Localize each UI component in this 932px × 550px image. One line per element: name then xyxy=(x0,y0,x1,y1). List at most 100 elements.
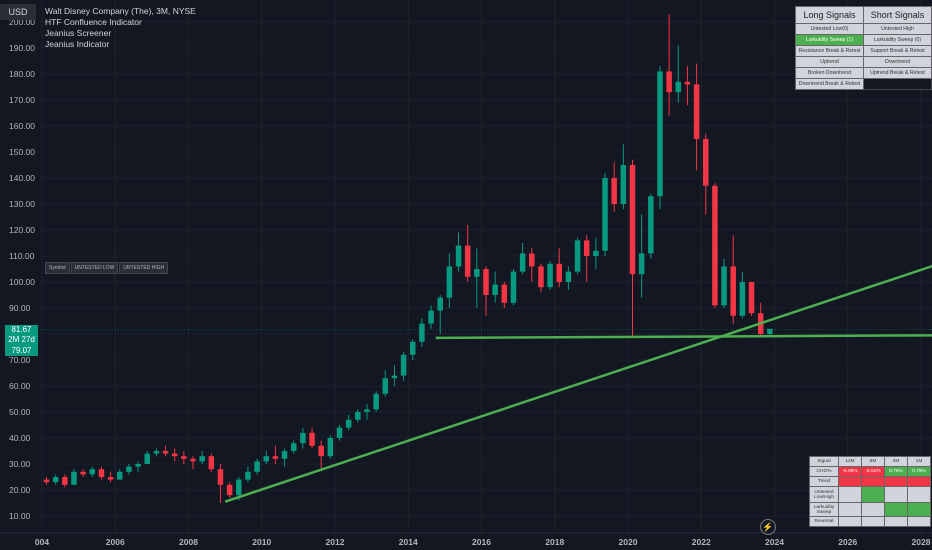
candle-body xyxy=(263,456,269,462)
x-tick-label: 2014 xyxy=(399,537,418,547)
matrix-cell xyxy=(907,476,931,487)
signal-cell: Downtrend Break & Retest xyxy=(795,78,864,90)
candle-body xyxy=(144,453,150,464)
candle-body xyxy=(483,269,489,295)
indicator-jeanius[interactable]: Jeanius Indicator xyxy=(45,39,110,49)
signal-cell: Uptrend Break & Retest xyxy=(863,67,932,79)
x-tick-label: 2024 xyxy=(765,537,784,547)
matrix-chg-cell: -6.09% xyxy=(838,466,862,477)
matrix-cell xyxy=(884,516,908,527)
y-tick-label: 90.00 xyxy=(9,303,31,313)
candle-body xyxy=(602,178,608,251)
candle-body xyxy=(583,240,590,256)
bar-countdown: 2M 27d xyxy=(8,335,35,344)
candle-body xyxy=(638,253,645,275)
candle-body xyxy=(693,84,700,139)
matrix-cell xyxy=(907,486,931,503)
x-tick-label: 2008 xyxy=(179,537,198,547)
signal-cell: Untested Low(0) xyxy=(795,23,864,35)
current-price: 81.67 xyxy=(11,325,32,334)
candle-body xyxy=(556,263,562,282)
x-tick-label: 2028 xyxy=(912,537,931,547)
matrix-cell xyxy=(907,516,931,527)
matrix-header: 3M xyxy=(884,456,908,467)
candle-body xyxy=(574,240,581,272)
candle-body xyxy=(300,432,306,444)
matrix-cell xyxy=(884,502,908,517)
candle-body xyxy=(208,456,215,470)
candle-body xyxy=(648,196,654,254)
x-tick-label: 2022 xyxy=(692,537,711,547)
matrix-cell xyxy=(838,476,862,487)
y-tick-label: 190.00 xyxy=(9,43,35,53)
indicator-screener[interactable]: Jeanius Screener xyxy=(45,28,112,38)
trendline xyxy=(435,334,932,340)
candle-body xyxy=(98,469,105,477)
candle-body xyxy=(43,479,50,483)
y-tick-label: 10.00 xyxy=(9,511,31,521)
candle-body xyxy=(510,271,517,303)
candle-body xyxy=(538,266,544,288)
candle-body xyxy=(71,471,77,485)
x-tick-label: 004 xyxy=(35,537,49,547)
candle-body xyxy=(721,266,727,306)
matrix-cell xyxy=(861,486,885,503)
matrix-cell xyxy=(861,502,885,517)
candle-body xyxy=(428,310,434,324)
candle-body xyxy=(629,165,636,275)
candle-body xyxy=(501,284,508,303)
candle-body xyxy=(272,456,279,459)
candle-body xyxy=(153,451,160,454)
matrix-header: 1M xyxy=(907,456,931,467)
candle-body xyxy=(117,471,123,480)
candle-body xyxy=(345,419,352,428)
signal-cell: Resistance Break & Retest xyxy=(795,45,864,57)
y-tick-label: 170.00 xyxy=(9,95,35,105)
candle-body xyxy=(730,266,736,316)
candle-body xyxy=(373,393,379,410)
current-price-tag: 81.67 2M 27d xyxy=(5,325,38,346)
matrix-row-label: Larkuidity Sweep xyxy=(809,502,839,517)
currency-label[interactable]: USD xyxy=(0,4,36,20)
candle-body xyxy=(657,71,663,197)
candle-body xyxy=(364,409,370,412)
matrix-cell xyxy=(884,476,908,487)
y-tick-label: 160.00 xyxy=(9,121,35,131)
y-tick-label: 30.00 xyxy=(9,459,31,469)
indicator-htf[interactable]: HTF Confluence Indicator xyxy=(45,17,142,27)
y-tick-label: 150.00 xyxy=(9,147,35,157)
y-tick-label: 200.00 xyxy=(9,17,35,27)
candle-body xyxy=(355,412,361,420)
symbol-cell: Symbol xyxy=(45,262,70,274)
symbol-title[interactable]: Walt Disney Company (The), 3M, NYSE xyxy=(45,6,196,16)
x-tick-label: 2020 xyxy=(619,537,638,547)
candle-body xyxy=(712,185,718,306)
candle-body xyxy=(400,354,407,376)
chart-legend: Walt Disney Company (The), 3M, NYSE HTF … xyxy=(45,6,196,50)
matrix-cell xyxy=(907,502,931,517)
candle-body xyxy=(62,477,68,485)
candle-body xyxy=(126,466,132,472)
candle-body xyxy=(135,464,141,467)
x-tick-label: 2026 xyxy=(838,537,857,547)
signal-table: Long Signals Short Signals Untested Low(… xyxy=(795,6,932,90)
candle-body xyxy=(739,282,746,316)
candle-body xyxy=(181,456,187,459)
screener-matrix: Signal 12M 6M 3M 1M CHG% -6.09% -8.51% 0… xyxy=(809,456,931,527)
y-tick-label: 20.00 xyxy=(9,485,31,495)
signal-cell: Downtrend xyxy=(863,56,932,68)
matrix-header: 12M xyxy=(838,456,862,467)
candle-body xyxy=(217,469,224,485)
low-price: 79.07 xyxy=(11,346,32,355)
matrix-chg-cell: 0.76% xyxy=(884,466,908,477)
lightning-icon[interactable]: ⚡ xyxy=(760,519,776,535)
candle-body xyxy=(565,271,572,282)
candle-body xyxy=(492,284,498,295)
matrix-header: Signal xyxy=(809,456,839,467)
y-tick-label: 110.00 xyxy=(9,251,35,261)
candle-body xyxy=(107,477,114,480)
low-price-tag: 79.07 xyxy=(5,346,38,356)
candle-body xyxy=(410,341,416,355)
candle-body xyxy=(318,445,324,457)
